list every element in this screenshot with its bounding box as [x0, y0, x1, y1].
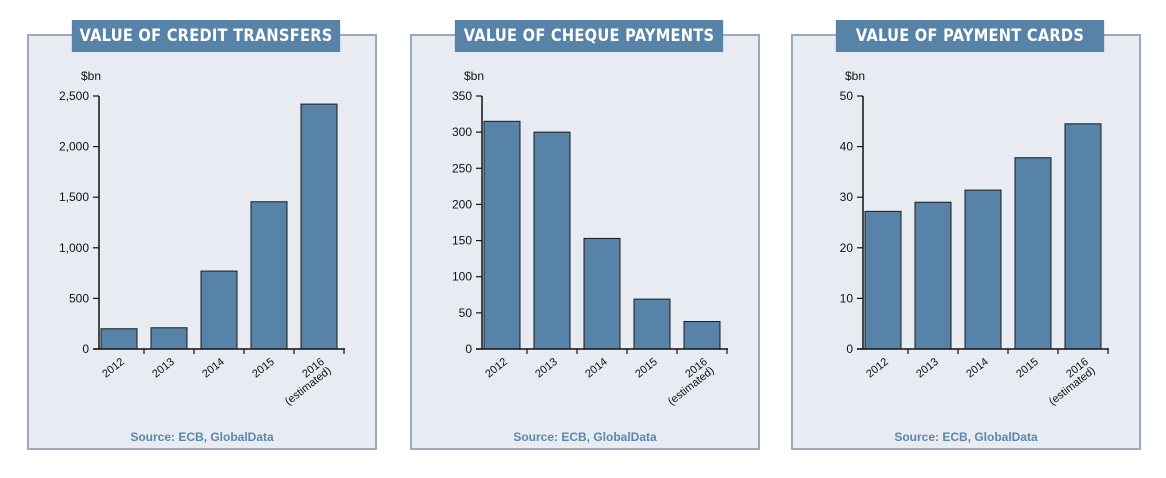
bar — [250, 201, 288, 350]
bar — [583, 237, 621, 350]
y-tick-label: 0 — [82, 342, 89, 356]
y-tick-label: 1,000 — [59, 241, 89, 255]
bar — [683, 321, 721, 350]
bar — [483, 120, 521, 350]
bar — [150, 327, 188, 350]
x-tick-label: 2016(estimated) — [1040, 356, 1098, 408]
y-tick-label: 2,500 — [59, 89, 89, 103]
y-unit-label: $bn — [464, 69, 484, 83]
y-tick-label: 50 — [459, 306, 473, 320]
x-tick-label: 2015 — [633, 356, 660, 381]
y-tick-label: 250 — [452, 161, 472, 175]
bar — [200, 270, 238, 350]
y-tick-label: 30 — [840, 190, 854, 204]
bar — [100, 328, 138, 350]
source-note: Source: ECB, GlobalData — [894, 430, 1038, 444]
x-tick-label: 2012 — [483, 356, 510, 381]
x-tick-label: 2012 — [864, 356, 891, 381]
chart-title: VALUE OF CHEQUE PAYMENTS — [454, 20, 724, 52]
x-tick-label: 2014 — [200, 356, 227, 381]
x-tick-label: 2013 — [150, 356, 177, 381]
bar — [1064, 123, 1102, 350]
y-tick-label: 300 — [452, 125, 472, 139]
bar — [533, 131, 571, 350]
bar — [864, 210, 902, 350]
y-unit-label: $bn — [81, 69, 101, 83]
y-tick-label: 350 — [452, 89, 472, 103]
x-tick-label: 2015 — [1014, 356, 1041, 381]
source-note: Source: ECB, GlobalData — [513, 430, 657, 444]
chart-title: VALUE OF CREDIT TRANSFERS — [71, 20, 341, 52]
y-tick-label: 0 — [846, 342, 853, 356]
y-tick-label: 40 — [840, 140, 854, 154]
y-tick-label: 200 — [452, 197, 472, 211]
y-tick-label: 0 — [465, 342, 472, 356]
bar — [633, 298, 671, 350]
x-tick-label: 2016(estimated) — [276, 356, 334, 408]
x-tick-label: 2016(estimated) — [659, 356, 717, 408]
y-tick-label: 500 — [69, 291, 89, 305]
bar — [1014, 157, 1052, 350]
source-note: Source: ECB, GlobalData — [130, 430, 274, 444]
y-unit-label: $bn — [845, 69, 865, 83]
bar — [964, 189, 1002, 350]
y-tick-label: 10 — [840, 291, 854, 305]
y-tick-label: 50 — [840, 89, 854, 103]
x-tick-label: 2012 — [100, 356, 127, 381]
y-tick-label: 100 — [452, 270, 472, 284]
x-tick-label: 2013 — [533, 356, 560, 381]
bar-chart-credit-transfers: $bn 0 500 1,000 1,500 2,000 2,500 2012 2013 2014 2… — [59, 69, 345, 408]
x-tick-label: 2013 — [914, 356, 941, 381]
x-tick-label: 2014 — [583, 356, 610, 381]
x-tick-label: 2014 — [964, 356, 991, 381]
chart-title: VALUE OF PAYMENT CARDS — [835, 20, 1105, 52]
y-tick-label: 20 — [840, 241, 854, 255]
x-tick-label: 2015 — [250, 356, 277, 381]
bar-chart-cheque-payments: $bn 0 50 100 150 200 250 300 350 2012 2013 2014 2015… — [452, 69, 728, 408]
chart-panel-payment-cards: VALUE OF PAYMENT CARDS $bn 0 10 20 30 40 50 201… — [791, 20, 1141, 450]
chart-panel-cheque-payments: VALUE OF CHEQUE PAYMENTS $bn 0 50 100 150 200… — [410, 20, 760, 450]
bar-chart-payment-cards: $bn 0 10 20 30 40 50 2012 2013 2014 2015 2016(estim… — [840, 69, 1109, 408]
bar — [300, 103, 338, 350]
y-tick-label: 150 — [452, 234, 472, 248]
bar — [914, 201, 952, 350]
y-tick-label: 1,500 — [59, 190, 89, 204]
y-tick-label: 2,000 — [59, 140, 89, 154]
chart-panel-credit-transfers: VALUE OF CREDIT TRANSFERS $bn 0 500 1,000 1,… — [27, 20, 377, 450]
